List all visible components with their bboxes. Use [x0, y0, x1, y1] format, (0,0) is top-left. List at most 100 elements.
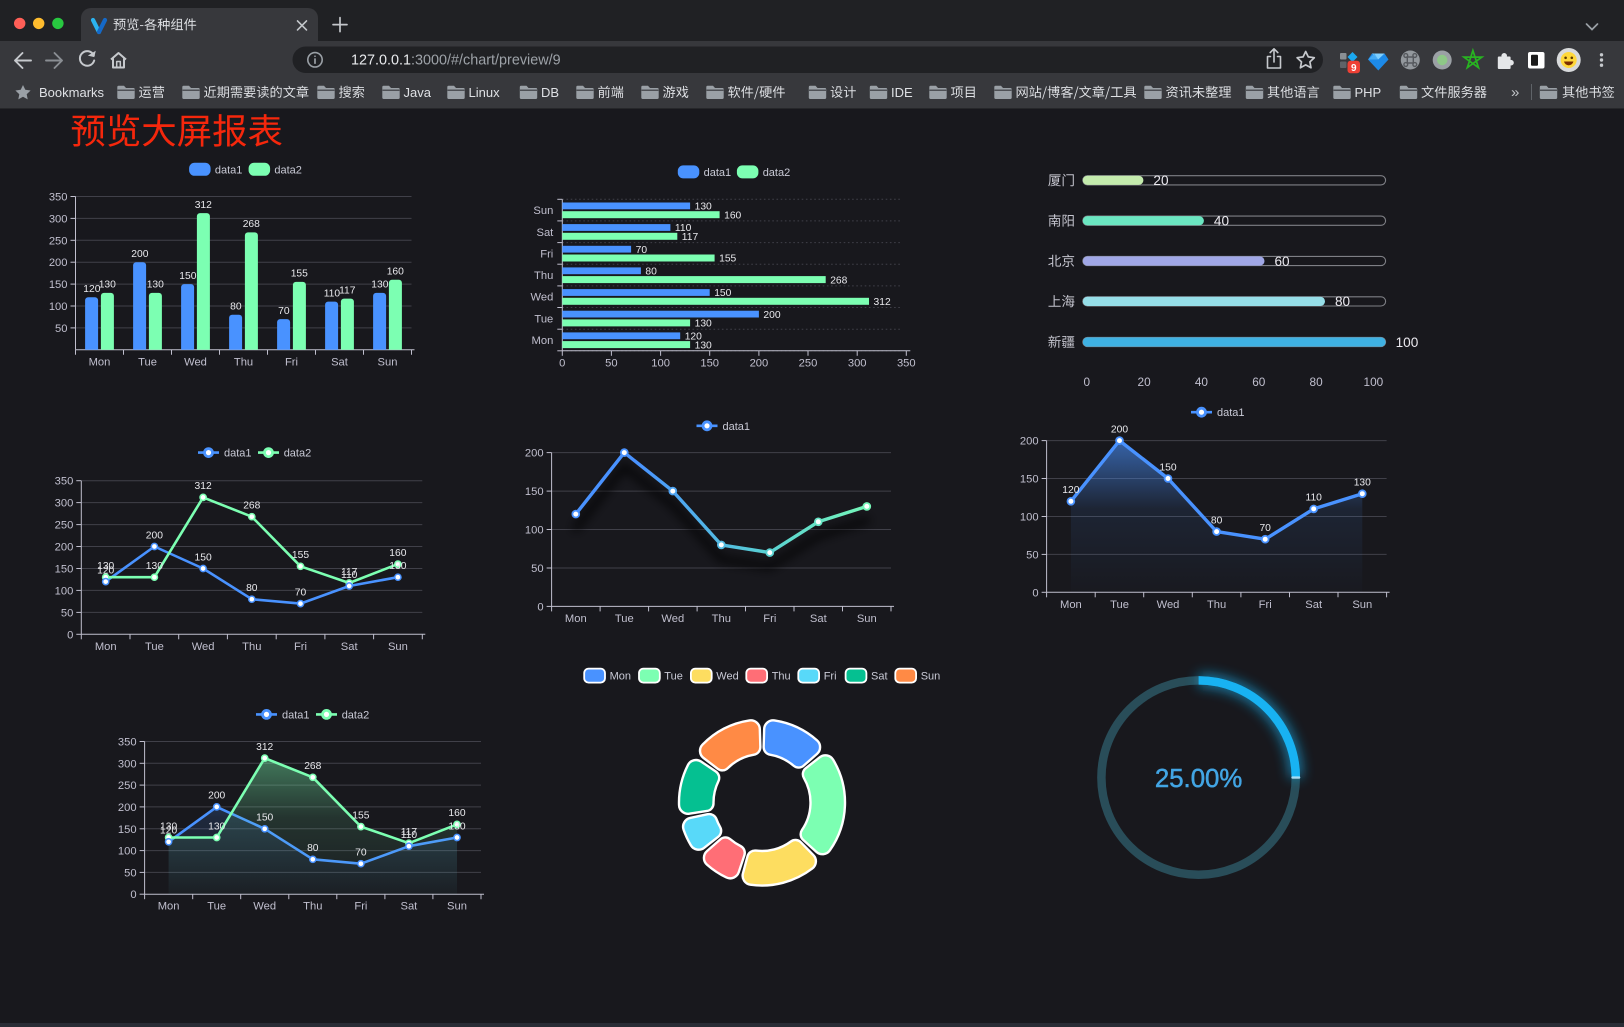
- svg-text:100: 100: [1364, 375, 1384, 389]
- svg-text:Wed: Wed: [1157, 599, 1180, 611]
- svg-text:100: 100: [1020, 512, 1039, 524]
- svg-text:130: 130: [389, 561, 406, 572]
- svg-text:Linux: Linux: [469, 85, 501, 100]
- svg-text:120: 120: [83, 284, 100, 295]
- svg-text:312: 312: [195, 481, 212, 492]
- svg-text:Thu: Thu: [772, 671, 791, 683]
- svg-text:Mon: Mon: [610, 671, 631, 683]
- svg-text:50: 50: [531, 563, 543, 575]
- svg-text:130: 130: [147, 280, 164, 291]
- svg-text:Fri: Fri: [824, 671, 837, 683]
- svg-text:200: 200: [1111, 424, 1128, 435]
- svg-text:Thu: Thu: [242, 641, 261, 653]
- svg-text:150: 150: [256, 813, 273, 824]
- svg-text:25.00%: 25.00%: [1155, 765, 1243, 793]
- svg-text:100: 100: [55, 585, 74, 597]
- svg-text:Thu: Thu: [712, 613, 731, 625]
- svg-text:150: 150: [525, 486, 544, 498]
- svg-text:110: 110: [401, 830, 418, 841]
- svg-text:Fri: Fri: [294, 641, 307, 653]
- svg-text:110: 110: [675, 223, 692, 234]
- svg-text:Mon: Mon: [95, 641, 117, 653]
- svg-text:120: 120: [160, 826, 177, 837]
- svg-text:20: 20: [1153, 173, 1169, 188]
- svg-text:130: 130: [695, 319, 712, 330]
- svg-text:0: 0: [1032, 587, 1038, 599]
- svg-text:data1: data1: [704, 167, 732, 179]
- svg-text:268: 268: [830, 275, 847, 286]
- svg-text:150: 150: [700, 357, 719, 369]
- svg-text:Sat: Sat: [871, 671, 888, 683]
- svg-text:117: 117: [401, 827, 418, 838]
- svg-text:»: »: [1511, 84, 1519, 101]
- svg-text:80: 80: [1211, 515, 1223, 526]
- svg-text:PHP: PHP: [1355, 85, 1382, 100]
- svg-text:50: 50: [61, 607, 73, 619]
- svg-text:70: 70: [636, 245, 648, 256]
- svg-text:110: 110: [324, 288, 341, 299]
- svg-text:data1: data1: [723, 421, 751, 433]
- svg-text:150: 150: [195, 552, 212, 563]
- svg-text:300: 300: [848, 357, 867, 369]
- svg-text:80: 80: [246, 583, 258, 594]
- svg-text:80: 80: [307, 843, 319, 854]
- svg-text:Bookmarks: Bookmarks: [39, 85, 105, 100]
- svg-text:40: 40: [1195, 375, 1209, 389]
- svg-text:Wed: Wed: [192, 641, 215, 653]
- svg-text:60: 60: [1252, 375, 1266, 389]
- svg-text:100: 100: [651, 357, 670, 369]
- svg-text:200: 200: [525, 448, 544, 460]
- svg-text:155: 155: [352, 810, 369, 821]
- svg-text:150: 150: [179, 271, 196, 282]
- svg-text:110: 110: [341, 570, 358, 581]
- svg-text:Tue: Tue: [615, 613, 634, 625]
- svg-text:Tue: Tue: [534, 313, 553, 325]
- svg-text:160: 160: [448, 808, 465, 819]
- svg-text:Fri: Fri: [354, 901, 367, 913]
- svg-text:268: 268: [304, 761, 321, 772]
- svg-text:20: 20: [1138, 375, 1152, 389]
- svg-text:312: 312: [195, 200, 212, 211]
- svg-text:Wed: Wed: [661, 613, 684, 625]
- svg-text:DB: DB: [541, 85, 559, 100]
- svg-text:100: 100: [118, 846, 137, 858]
- svg-text:350: 350: [49, 192, 68, 204]
- svg-text:Sun: Sun: [388, 641, 408, 653]
- svg-text:Sun: Sun: [921, 671, 941, 683]
- svg-text:Mon: Mon: [532, 335, 554, 347]
- svg-text:312: 312: [874, 297, 891, 308]
- svg-text:Wed: Wed: [253, 901, 276, 913]
- svg-text:Thu: Thu: [534, 270, 553, 282]
- svg-text:Mon: Mon: [1060, 599, 1082, 611]
- svg-text:200: 200: [55, 542, 74, 554]
- svg-text:120: 120: [97, 565, 114, 576]
- svg-text:0: 0: [537, 601, 543, 613]
- svg-text:Sun: Sun: [378, 356, 398, 368]
- svg-text:Wed: Wed: [530, 292, 553, 304]
- svg-text:70: 70: [278, 306, 290, 317]
- svg-text:60: 60: [1275, 254, 1291, 269]
- svg-text:Sat: Sat: [341, 641, 359, 653]
- svg-text:150: 150: [1020, 474, 1039, 486]
- svg-text:50: 50: [1026, 549, 1038, 561]
- svg-text:130: 130: [97, 561, 114, 572]
- svg-text:Tue: Tue: [145, 641, 164, 653]
- svg-text:117: 117: [339, 285, 356, 296]
- svg-text:268: 268: [243, 501, 260, 512]
- svg-text:150: 150: [1159, 462, 1176, 473]
- svg-text:117: 117: [341, 567, 358, 578]
- svg-text:130: 130: [160, 821, 177, 832]
- svg-text:80: 80: [1310, 375, 1324, 389]
- svg-text:data1: data1: [1217, 407, 1245, 419]
- svg-text:0: 0: [67, 629, 73, 641]
- svg-text:0: 0: [559, 357, 565, 369]
- svg-text:150: 150: [55, 564, 74, 576]
- svg-text:Sat: Sat: [537, 227, 555, 239]
- svg-text:100: 100: [525, 525, 544, 537]
- svg-text:200: 200: [118, 802, 137, 814]
- svg-text:data1: data1: [215, 164, 243, 176]
- svg-text:Mon: Mon: [89, 356, 111, 368]
- svg-text:Fri: Fri: [1259, 599, 1272, 611]
- svg-text:300: 300: [49, 213, 68, 225]
- svg-text:127.0.0.1:3000/#/chart/preview: 127.0.0.1:3000/#/chart/preview/9: [351, 53, 561, 69]
